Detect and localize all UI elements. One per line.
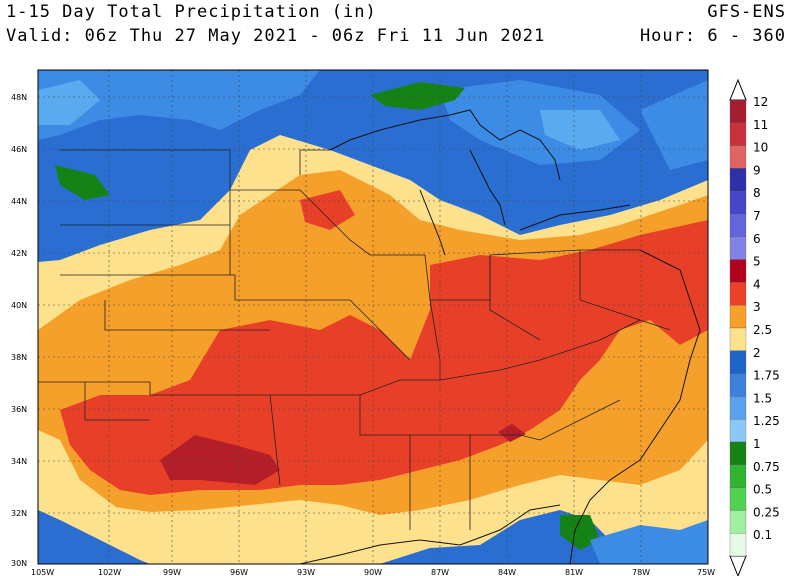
lon-label: 78W xyxy=(632,568,650,576)
field-blue-light-lakes xyxy=(540,110,620,150)
colorbar-label: 7 xyxy=(753,209,761,223)
latitude-axis: 48N 46N 44N 42N 40N 38N 36N 34N 32N 30N xyxy=(11,93,27,568)
lon-label: 96W xyxy=(230,568,248,576)
field-yellow-southwest xyxy=(38,430,290,564)
colorbar-label: 11 xyxy=(753,118,768,132)
lat-label: 32N xyxy=(11,509,27,518)
forecast-hours: Hour: 6 - 360 xyxy=(639,26,786,46)
longitude-axis: 105W 102W 99W 96W 93W 90W 87W 84W 81W 78… xyxy=(31,568,715,576)
lat-label: 34N xyxy=(11,457,27,466)
precipitation-field xyxy=(38,70,708,564)
valid-period: Valid: 06z Thu 27 May 2021 - 06z Fri 11 … xyxy=(6,26,546,46)
field-darkred-texas xyxy=(160,435,280,485)
colorbar-swatch xyxy=(729,145,747,169)
lat-label: 48N xyxy=(11,93,27,102)
colorbar-swatch xyxy=(729,168,747,192)
field-darkred-georgia xyxy=(498,424,526,442)
colorbar-label: 1.25 xyxy=(753,414,780,428)
field-blue-light-nw xyxy=(38,80,100,125)
colorbar-label: 6 xyxy=(753,232,761,246)
lon-label: 81W xyxy=(565,568,583,576)
colorbar-swatch xyxy=(729,419,747,443)
colorbar-label: 2 xyxy=(753,346,761,360)
colorbar-label: 5 xyxy=(753,255,761,269)
colorbar-top-arrow xyxy=(729,78,747,101)
colorbar-bottom-arrow xyxy=(729,555,747,576)
colorbar-swatch xyxy=(729,99,747,123)
lat-label: 42N xyxy=(11,249,27,258)
lon-label: 84W xyxy=(498,568,516,576)
colorbar-swatch xyxy=(729,213,747,237)
colorbar-swatch xyxy=(729,441,747,465)
colorbar-label: 12 xyxy=(753,95,768,109)
coastlines xyxy=(299,109,701,564)
field-red-iowa xyxy=(300,190,355,230)
lon-label: 75W xyxy=(697,568,715,576)
field-blue-northeast xyxy=(640,80,708,170)
colorbar-swatch xyxy=(729,373,747,397)
field-red xyxy=(60,220,708,495)
colorbar-swatch xyxy=(729,236,747,260)
map-title: 1-15 Day Total Precipitation (in) xyxy=(6,2,377,22)
lat-label: 46N xyxy=(11,145,27,154)
colorbar-label: 1.75 xyxy=(753,369,780,383)
colorbar-label: 3 xyxy=(753,300,761,314)
lon-label: 99W xyxy=(163,568,181,576)
colorbar-label: 0.5 xyxy=(753,483,772,497)
colorbar-label: 10 xyxy=(753,141,768,155)
colorbar-swatch xyxy=(729,396,747,420)
colorbar-label: 0.75 xyxy=(753,460,780,474)
lon-label: 87W xyxy=(431,568,449,576)
colorbar-swatch xyxy=(729,464,747,488)
field-blue-northwest xyxy=(38,70,320,140)
lon-label: 105W xyxy=(31,568,54,576)
field-green-superior xyxy=(370,82,465,110)
colorbar-swatch xyxy=(729,305,747,329)
color-legend: 12 11 10 9 8 7 6 5 4 3 2.5 2 1.75 1.5 1.25 1 0.75 0.5 0.25… xyxy=(729,78,780,576)
colorbar-swatch xyxy=(729,122,747,146)
colorbar-swatch xyxy=(729,327,747,351)
field-green-southeast xyxy=(560,515,600,550)
lat-label: 30N xyxy=(11,559,27,568)
lon-label: 102W xyxy=(98,568,121,576)
model-name: GFS-ENS xyxy=(707,2,786,22)
graticule xyxy=(38,70,708,564)
colorbar-swatch xyxy=(729,282,747,306)
map-frame xyxy=(37,69,709,565)
colorbar-swatch xyxy=(729,350,747,374)
colorbar-label: 2.5 xyxy=(753,323,772,337)
lon-label: 90W xyxy=(364,568,382,576)
colorbar-swatch xyxy=(729,259,747,283)
lat-label: 44N xyxy=(11,197,27,206)
field-blue-gulf xyxy=(590,520,708,564)
colorbar-label: 1 xyxy=(753,437,761,451)
colorbar-swatch xyxy=(729,487,747,511)
colorbar-label: 1.5 xyxy=(753,391,772,405)
colorbar-label: 4 xyxy=(753,277,761,291)
colorbar-swatch xyxy=(729,191,747,215)
lat-label: 38N xyxy=(11,353,27,362)
lon-label: 93W xyxy=(297,568,315,576)
colorbar-label: 0.1 xyxy=(753,528,772,542)
lat-label: 40N xyxy=(11,301,27,310)
colorbar-swatch xyxy=(729,533,747,557)
colorbar-swatch xyxy=(729,510,747,534)
colorbar-label: 8 xyxy=(753,186,761,200)
field-green-northwest xyxy=(55,165,110,200)
colorbar-label: 9 xyxy=(753,163,761,177)
lat-label: 36N xyxy=(11,405,27,414)
field-blue-southwest xyxy=(38,510,150,564)
colorbar-label: 0.25 xyxy=(753,505,780,519)
